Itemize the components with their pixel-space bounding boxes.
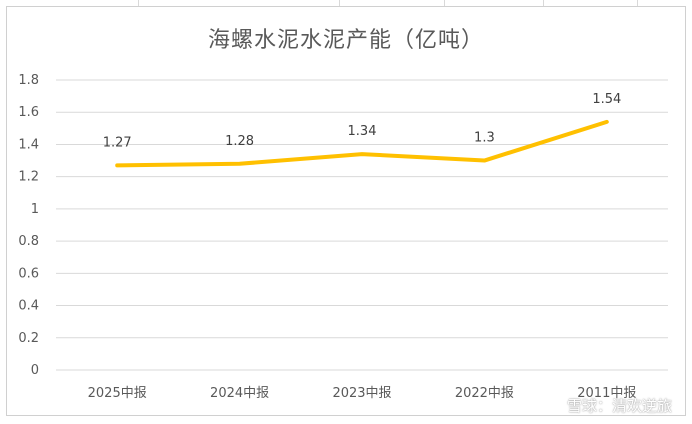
data-label: 1.27 [103,135,132,150]
chart-title: 海螺水泥水泥产能（亿吨） [207,28,484,53]
sheet-gridline [339,0,340,6]
x-axis-ticks: 2025中报 2024中报 2023中报 2022中报 2011中报 [88,386,637,401]
y-tick-label: 0.8 [18,234,39,249]
y-tick-label: 1.4 [18,137,39,152]
y-tick-label: 0.4 [18,299,39,314]
y-tick-label: 1 [31,202,39,217]
x-tick-label: 2022中报 [455,386,514,401]
y-tick-label: 1.8 [18,73,39,88]
series-line-layer [115,119,609,168]
y-tick-label: 0.2 [18,331,39,346]
x-tick-label: 2023中报 [332,386,391,401]
x-tick-label: 2011中报 [577,386,636,401]
y-axis-ticks: 0 0.2 0.4 0.6 0.8 1 1.2 1.4 1.6 1.8 [18,73,39,378]
watermark-text: 雪球：清欢逆旅 [566,397,672,415]
y-tick-label: 1.6 [18,105,39,120]
sheet-gridline [543,0,544,6]
sheet-gridline [444,0,445,6]
sheet-gridline [637,0,638,6]
data-label: 1.3 [474,131,495,146]
chart-area[interactable] [6,6,686,416]
y-tick-label: 0.6 [18,266,39,281]
data-label: 1.28 [225,134,254,149]
data-label: 1.54 [592,92,621,107]
x-tick-label: 2024中报 [210,386,269,401]
data-labels: 1.27 1.28 1.34 1.3 1.54 [103,92,622,151]
data-label: 1.34 [348,124,377,139]
y-tick-label: 1.2 [18,170,39,185]
watermark: 雪球：清欢逆旅 [546,395,672,416]
sheet-gridline [138,0,139,6]
y-tick-label: 0 [31,363,39,378]
x-tick-label: 2025中报 [88,386,147,401]
snowball-logo-icon [546,397,562,414]
gridlines [56,79,668,371]
